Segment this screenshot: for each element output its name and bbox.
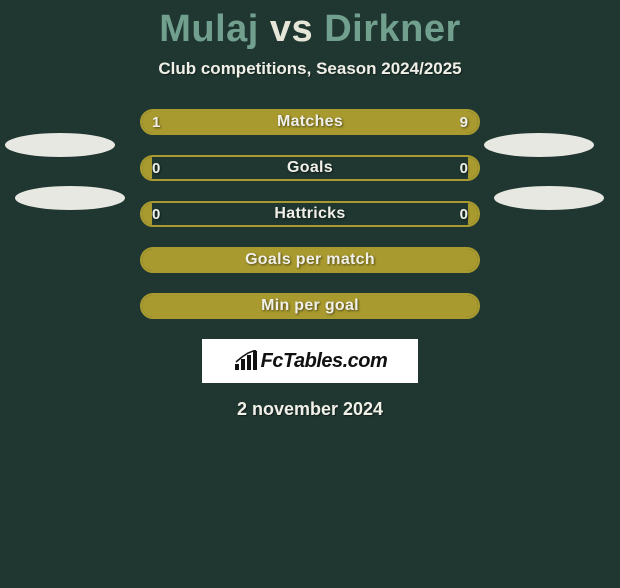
- stat-bar-left: [142, 295, 478, 317]
- avatar-ellipse: [484, 133, 594, 157]
- bars-icon: [233, 350, 259, 372]
- stat-row: Min per goal: [140, 293, 480, 319]
- stat-bar-track: [140, 201, 480, 227]
- stat-bar-track: [140, 293, 480, 319]
- stat-bar-left: [142, 111, 202, 133]
- stat-bar-track: [140, 155, 480, 181]
- stat-bar-right: [202, 111, 478, 133]
- stat-bar-left: [142, 157, 152, 179]
- avatar-ellipse: [15, 186, 125, 210]
- date-line: 2 november 2024: [0, 399, 620, 420]
- avatar-ellipse: [5, 133, 115, 157]
- stat-bar-right: [468, 157, 478, 179]
- source-badge: FcTables.com: [202, 339, 418, 383]
- avatar-ellipse: [494, 186, 604, 210]
- stat-bar-left: [142, 203, 152, 225]
- stat-bar-track: [140, 247, 480, 273]
- stat-bar-right: [468, 203, 478, 225]
- stat-row: Hattricks00: [140, 201, 480, 227]
- stat-bar-track: [140, 109, 480, 135]
- vs-text: vs: [270, 8, 313, 50]
- stat-bar-left: [142, 249, 478, 271]
- stat-row: Goals per match: [140, 247, 480, 273]
- stat-row: Matches19: [140, 109, 480, 135]
- source-badge-text: FcTables.com: [261, 350, 388, 373]
- page-title: Mulaj vs Dirkner: [0, 8, 620, 51]
- source-badge-inner: FcTables.com: [233, 350, 388, 373]
- subtitle: Club competitions, Season 2024/2025: [0, 59, 620, 79]
- player1-name: Mulaj: [159, 8, 259, 50]
- stat-row: Goals00: [140, 155, 480, 181]
- player2-name: Dirkner: [324, 8, 461, 50]
